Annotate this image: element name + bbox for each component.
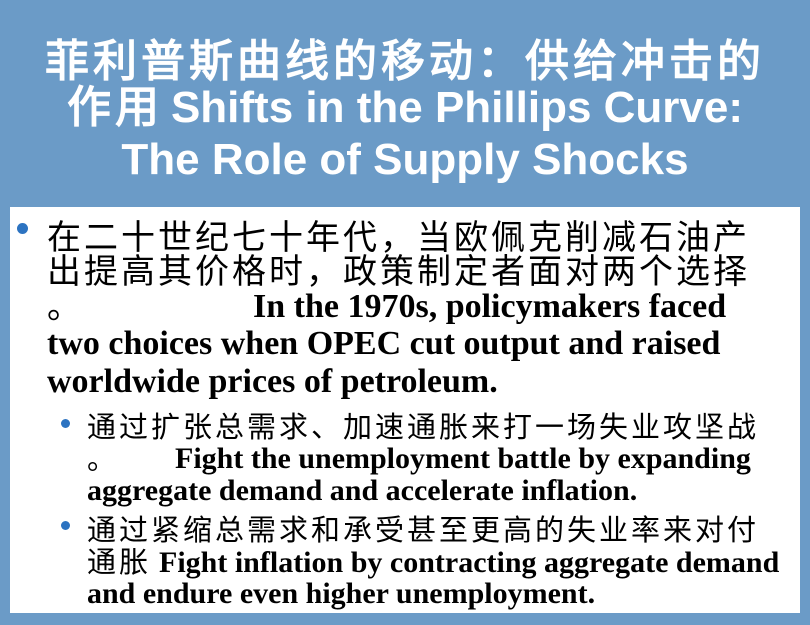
bullet-dot bbox=[17, 223, 28, 234]
bullet-text-en: two choices when OPEC cut output and rai… bbox=[47, 325, 721, 362]
title-line-1: 菲利普斯曲线的移动：供给冲击的 bbox=[0, 38, 810, 86]
bullet-line: two choices when OPEC cut output and rai… bbox=[47, 325, 720, 363]
sub-bullet-text-en: Fight inflation by contracting aggregate… bbox=[159, 546, 780, 579]
sub-bullet-text-zh: 。 bbox=[87, 442, 120, 476]
sub-bullet-line: 。 Fight the unemployment battle by expan… bbox=[87, 442, 751, 476]
bullet-line: worldwide prices of petroleum. bbox=[47, 363, 498, 401]
slide-body: 在二十世纪七十年代，当欧佩克削减石油产 出提高其价格时，政策制定者面对两个选择 … bbox=[10, 207, 800, 613]
title-line-2: 作用 Shifts in the Phillips Curve: bbox=[0, 84, 810, 132]
bullet-text-zh: 。 bbox=[47, 287, 84, 327]
bullet-line: 出提高其价格时，政策制定者面对两个选择 bbox=[47, 253, 750, 291]
sub-bullet-dot bbox=[61, 521, 70, 530]
sub-bullet-text-en: and endure even higher unemployment. bbox=[87, 577, 596, 610]
bullet-text-en: In the 1970s, policymakers faced bbox=[253, 288, 727, 325]
bullet-line: 。 In the 1970s, policymakers faced bbox=[47, 287, 726, 327]
bullet-text-en: worldwide prices of petroleum. bbox=[47, 363, 498, 400]
sub-bullet-line: 通胀 Fight inflation by contracting aggrega… bbox=[87, 545, 780, 579]
sub-bullet-dot bbox=[61, 419, 70, 428]
sub-bullet-line: aggregate demand and accelerate inflatio… bbox=[87, 475, 637, 507]
title-text-en: The Role of Supply Shocks bbox=[121, 135, 689, 184]
title-text-zh: 作用 bbox=[66, 82, 163, 133]
sub-bullet-line: 通过扩张总需求、加速通胀来打一场失业攻坚战 bbox=[87, 411, 759, 443]
sub-bullet-text-zh: 通胀 bbox=[87, 545, 152, 579]
title-line-3: The Role of Supply Shocks bbox=[0, 136, 810, 184]
bullet-line: 在二十世纪七十年代，当欧佩克削减石油产 bbox=[47, 219, 750, 257]
sub-bullet-line: 通过紧缩总需求和承受甚至更高的失业率来对付 bbox=[87, 514, 759, 546]
title-text-zh: 菲利普斯曲线的移动：供给冲击的 bbox=[45, 36, 765, 87]
sub-bullet-text-en: aggregate demand and accelerate inflatio… bbox=[87, 474, 638, 507]
sub-bullet-text-zh: 通过扩张总需求、加速通胀来打一场失业攻坚战 bbox=[87, 410, 760, 444]
sub-bullet-text-en: Fight the unemployment battle by expandi… bbox=[175, 442, 751, 475]
sub-bullet-text-zh: 通过紧缩总需求和承受甚至更高的失业率来对付 bbox=[87, 513, 760, 547]
bullet-text-zh: 出提高其价格时，政策制定者面对两个选择 bbox=[47, 252, 750, 292]
bullet-text-zh: 在二十世纪七十年代，当欧佩克削减石油产 bbox=[47, 218, 750, 258]
title-text-en: Shifts in the Phillips Curve: bbox=[170, 83, 744, 132]
slide-title: 菲利普斯曲线的移动：供给冲击的 作用 Shifts in the Phillips… bbox=[0, 0, 810, 207]
sub-bullet-line: and endure even higher unemployment. bbox=[87, 578, 595, 610]
